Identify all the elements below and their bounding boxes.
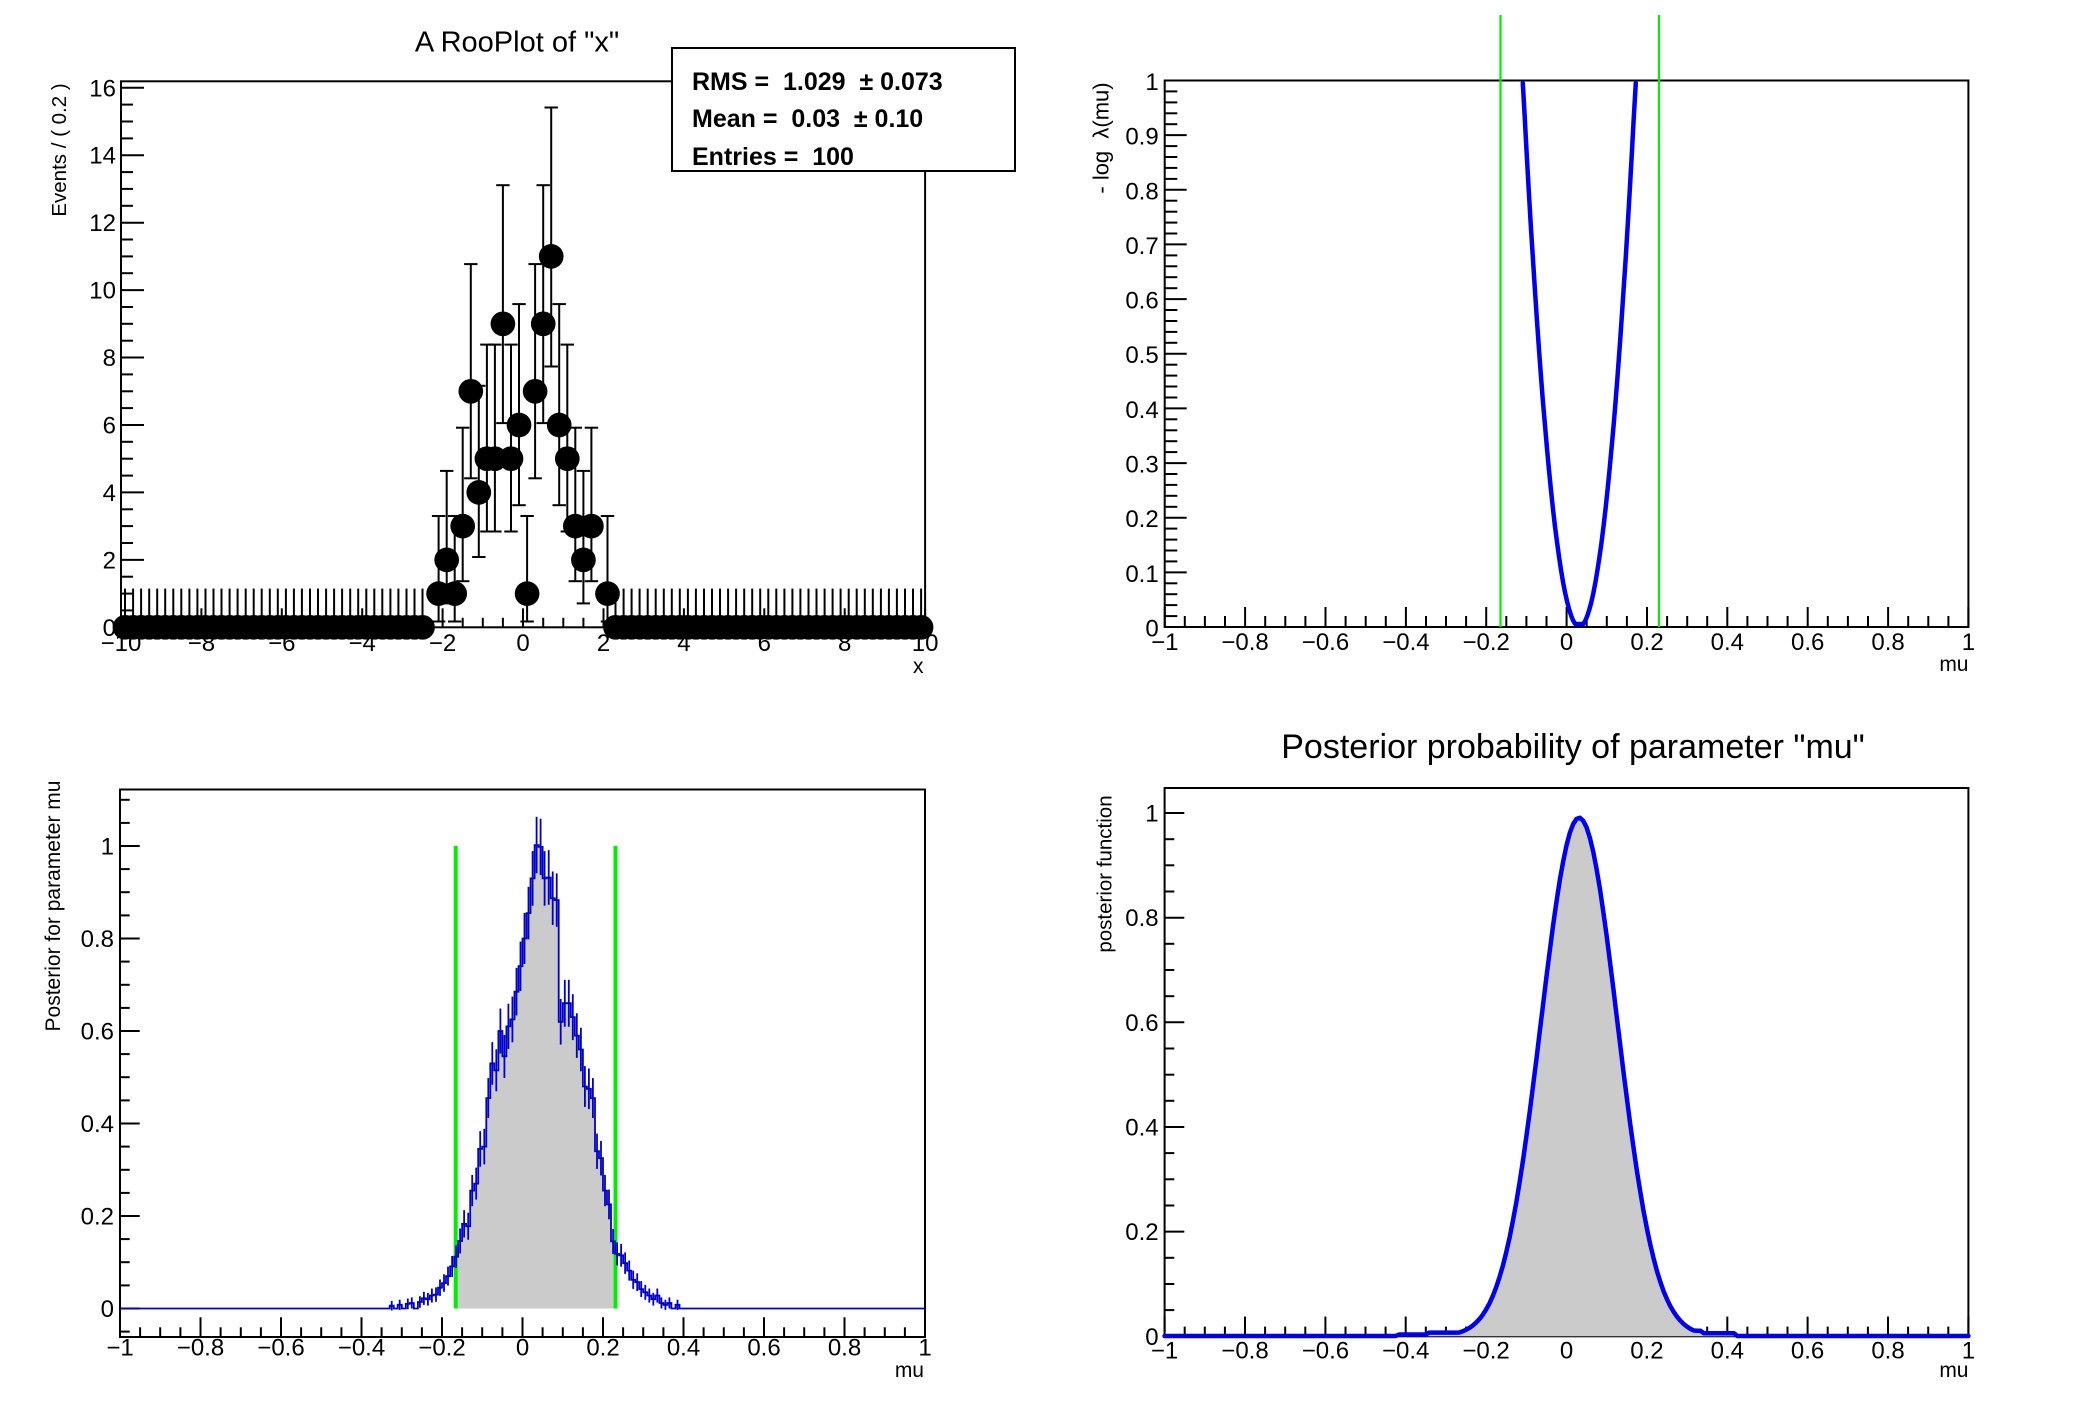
svg-text:0.6: 0.6 [1791, 1338, 1824, 1365]
svg-text:0.2: 0.2 [1125, 1219, 1158, 1246]
svg-text:0.6: 0.6 [1125, 1010, 1158, 1037]
svg-text:0.2: 0.2 [1630, 1338, 1663, 1365]
svg-text:0.4: 0.4 [1711, 1338, 1744, 1365]
svg-text:Posterior probability of param: Posterior probability of parameter "mu" [1281, 728, 1865, 766]
svg-text:0.1: 0.1 [1125, 561, 1158, 588]
svg-text:0.9: 0.9 [1125, 124, 1158, 151]
svg-text:0: 0 [1560, 1338, 1573, 1365]
svg-text:2: 2 [597, 630, 610, 657]
svg-text:0.4: 0.4 [81, 1111, 114, 1138]
svg-text:−1: −1 [106, 1335, 133, 1362]
svg-text:0.8: 0.8 [1871, 629, 1904, 656]
svg-text:−1: −1 [1151, 629, 1178, 656]
svg-text:0.8: 0.8 [828, 1335, 861, 1362]
svg-text:−1: −1 [1151, 1338, 1178, 1365]
svg-text:0.6: 0.6 [81, 1019, 114, 1046]
svg-text:−0.8: −0.8 [1221, 629, 1268, 656]
svg-text:0.8: 0.8 [1125, 905, 1158, 932]
svg-text:1: 1 [1145, 69, 1158, 96]
svg-text:mu: mu [1939, 1359, 1968, 1382]
svg-text:0.8: 0.8 [1871, 1338, 1904, 1365]
svg-text:0.5: 0.5 [1125, 342, 1158, 369]
svg-text:−0.4: −0.4 [1382, 1338, 1429, 1365]
svg-text:16: 16 [89, 75, 116, 102]
svg-text:posterior function: posterior function [1094, 795, 1117, 952]
svg-text:−0.6: −0.6 [1302, 1338, 1349, 1365]
svg-text:x: x [913, 655, 924, 678]
svg-text:−0.6: −0.6 [1302, 629, 1349, 656]
svg-text:−0.2: −0.2 [418, 1335, 465, 1362]
svg-text:−0.2: −0.2 [1462, 1338, 1509, 1365]
svg-text:8: 8 [103, 345, 116, 372]
svg-text:−0.4: −0.4 [338, 1335, 385, 1362]
svg-text:−0.8: −0.8 [177, 1335, 224, 1362]
svg-text:0.3: 0.3 [1125, 452, 1158, 479]
svg-text:0.4: 0.4 [1125, 397, 1158, 424]
svg-text:0: 0 [103, 615, 116, 642]
svg-text:mu: mu [895, 1359, 924, 1382]
svg-text:0.4: 0.4 [1125, 1115, 1158, 1142]
svg-text:RMS = 1.029 ± 0.073: RMS = 1.029 ± 0.073 [692, 68, 943, 96]
svg-text:0: 0 [1560, 629, 1573, 656]
svg-text:- log λ(mu): - log λ(mu) [1089, 82, 1114, 193]
svg-text:0.6: 0.6 [1125, 288, 1158, 315]
svg-text:−0.6: −0.6 [257, 1335, 304, 1362]
svg-text:1: 1 [101, 834, 114, 861]
svg-text:−0.2: −0.2 [1463, 629, 1510, 656]
svg-text:0.6: 0.6 [747, 1335, 780, 1362]
svg-text:0: 0 [516, 630, 529, 657]
svg-text:0.2: 0.2 [1630, 629, 1663, 656]
svg-text:Events / ( 0.2 ): Events / ( 0.2 ) [48, 83, 71, 216]
svg-text:6: 6 [103, 413, 116, 440]
svg-text:1: 1 [1962, 1338, 1975, 1365]
svg-text:mu: mu [1939, 653, 1968, 676]
svg-text:Entries = 100: Entries = 100 [692, 143, 854, 171]
svg-text:0.2: 0.2 [1125, 506, 1158, 533]
svg-text:Posterior for parameter mu: Posterior for parameter mu [42, 781, 65, 1032]
svg-text:4: 4 [103, 480, 116, 507]
svg-text:0: 0 [101, 1296, 114, 1323]
svg-text:0: 0 [1145, 616, 1158, 643]
svg-text:10: 10 [89, 278, 116, 305]
svg-text:0.4: 0.4 [1711, 629, 1744, 656]
svg-text:−0.4: −0.4 [1382, 629, 1429, 656]
svg-text:1: 1 [1962, 629, 1975, 656]
svg-text:0.2: 0.2 [81, 1204, 114, 1231]
svg-text:0.2: 0.2 [586, 1335, 619, 1362]
svg-text:14: 14 [89, 143, 116, 170]
svg-text:0.8: 0.8 [81, 926, 114, 953]
svg-text:Mean = 0.03 ± 0.10: Mean = 0.03 ± 0.10 [692, 105, 923, 133]
svg-text:0: 0 [516, 1335, 529, 1362]
svg-text:0.8: 0.8 [1125, 178, 1158, 205]
svg-text:2: 2 [103, 547, 116, 574]
svg-text:0: 0 [1145, 1324, 1158, 1351]
svg-text:0.7: 0.7 [1125, 233, 1158, 260]
svg-text:−0.8: −0.8 [1221, 1338, 1268, 1365]
svg-text:−2: −2 [429, 630, 456, 657]
svg-text:12: 12 [89, 210, 116, 237]
svg-text:1: 1 [918, 1335, 931, 1362]
svg-text:0.4: 0.4 [667, 1335, 700, 1362]
svg-text:0.6: 0.6 [1791, 629, 1824, 656]
svg-text:A RooPlot of "x": A RooPlot of "x" [415, 27, 619, 59]
svg-text:1: 1 [1145, 801, 1158, 828]
